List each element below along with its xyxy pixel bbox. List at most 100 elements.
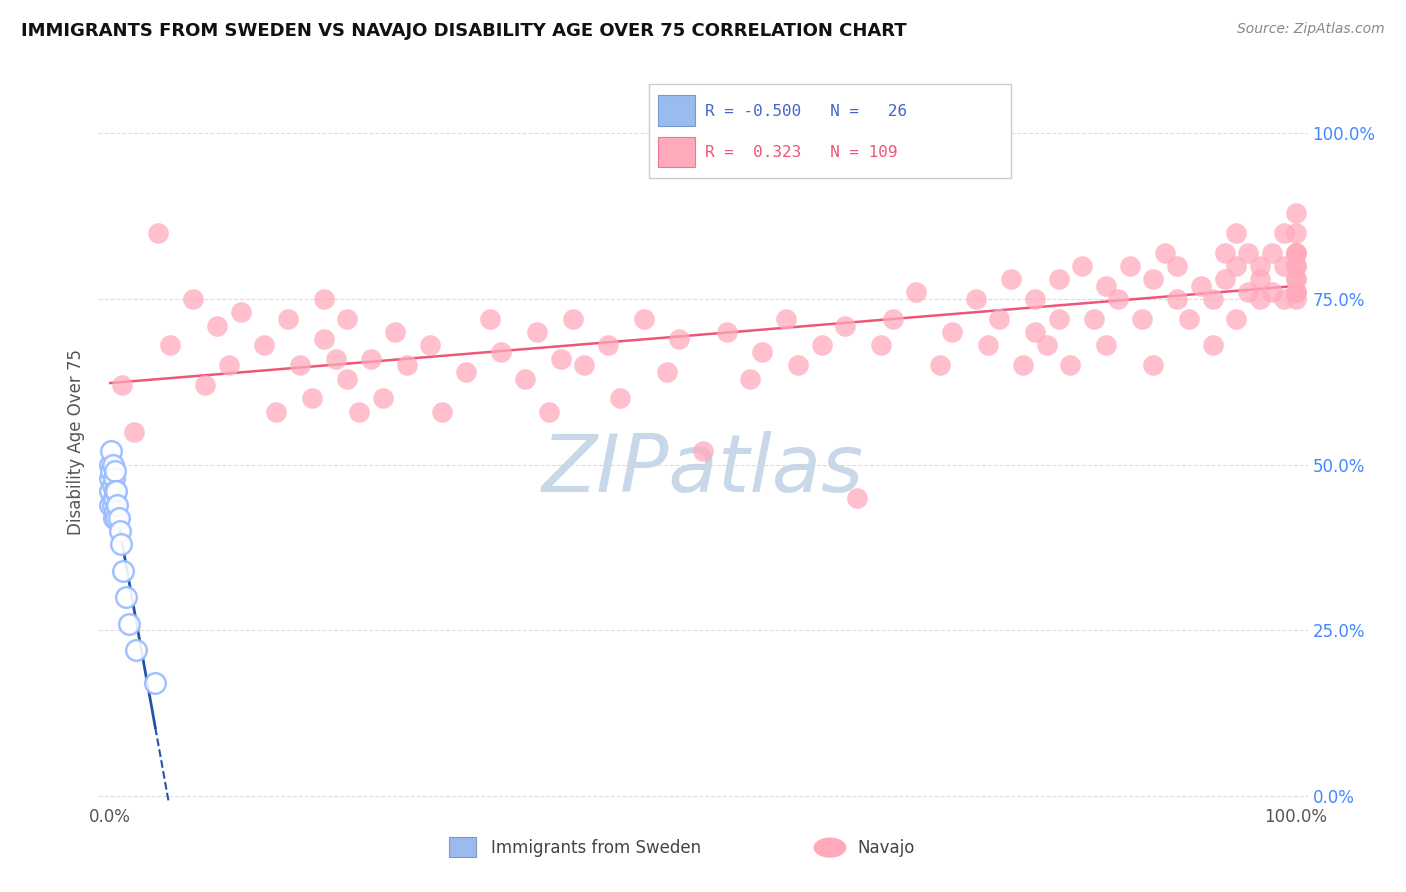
Point [253,338,276,352]
Point [633,312,655,326]
Point [1012,359,1035,373]
Point [1095,278,1118,293]
Point [107,510,129,524]
Point [125,643,148,657]
Point [1130,312,1153,326]
Point [810,338,832,352]
Point [264,405,287,419]
Point [301,392,323,406]
Point [1142,272,1164,286]
Point [1142,359,1164,373]
Point [122,425,145,439]
Point [775,312,797,326]
Point [104,504,127,518]
Point [229,305,252,319]
Point [98,498,121,512]
Point [1047,312,1070,326]
Point [104,484,127,499]
Point [1202,292,1225,306]
Point [1154,245,1177,260]
Point [98,458,121,472]
Text: Source: ZipAtlas.com: Source: ZipAtlas.com [1237,22,1385,37]
Point [1285,292,1308,306]
Point [1237,285,1260,300]
Point [1261,245,1284,260]
Point [1272,292,1295,306]
Point [1285,285,1308,300]
Point [1285,226,1308,240]
Text: ZIPatlas: ZIPatlas [541,432,865,509]
Point [384,325,406,339]
Point [1166,259,1188,273]
Point [1213,245,1236,260]
Point [1272,259,1295,273]
Point [1047,272,1070,286]
Point [1036,338,1059,352]
FancyBboxPatch shape [449,837,475,857]
Point [1024,292,1046,306]
Point [312,292,335,306]
Point [205,318,228,333]
Point [104,464,127,478]
Point [419,338,441,352]
Point [1285,245,1308,260]
Point [598,338,620,352]
Point [101,458,124,472]
Point [100,444,122,458]
Point [941,325,963,339]
Point [112,564,135,578]
Point [1202,338,1225,352]
Point [692,444,714,458]
Point [1285,285,1308,300]
Point [716,325,738,339]
Point [101,477,124,491]
Point [1107,292,1129,306]
Point [371,392,394,406]
FancyBboxPatch shape [658,136,695,167]
Text: R =  0.323   N = 109: R = 0.323 N = 109 [706,145,898,160]
Point [1285,285,1308,300]
Point [432,405,454,419]
Point [1285,272,1308,286]
Point [105,510,128,524]
Point [1272,226,1295,240]
Point [751,345,773,359]
Point [1285,259,1308,273]
Point [1119,259,1142,273]
Text: Immigrants from Sweden: Immigrants from Sweden [492,838,702,856]
Point [1225,226,1247,240]
Point [277,312,299,326]
Point [105,498,128,512]
Point [1189,278,1212,293]
Point [103,471,125,485]
Point [905,285,928,300]
Point [988,312,1011,326]
Point [526,325,548,339]
Point [159,338,181,352]
Point [1225,259,1247,273]
Point [1285,272,1308,286]
Point [1213,272,1236,286]
Point [103,510,125,524]
Point [103,491,125,505]
Point [515,371,537,385]
Point [1166,292,1188,306]
Circle shape [814,838,845,857]
Point [478,312,501,326]
Point [882,312,904,326]
Point [1059,359,1081,373]
Point [550,351,572,366]
Point [146,226,169,240]
Point [668,332,690,346]
Point [111,378,134,392]
Point [98,484,121,499]
Point [491,345,513,359]
Point [965,292,987,306]
Point [1225,312,1247,326]
Point [108,524,131,538]
Y-axis label: Disability Age Over 75: Disability Age Over 75 [67,349,86,534]
Point [1261,285,1284,300]
Point [336,312,359,326]
Point [110,537,132,551]
Point [395,359,418,373]
